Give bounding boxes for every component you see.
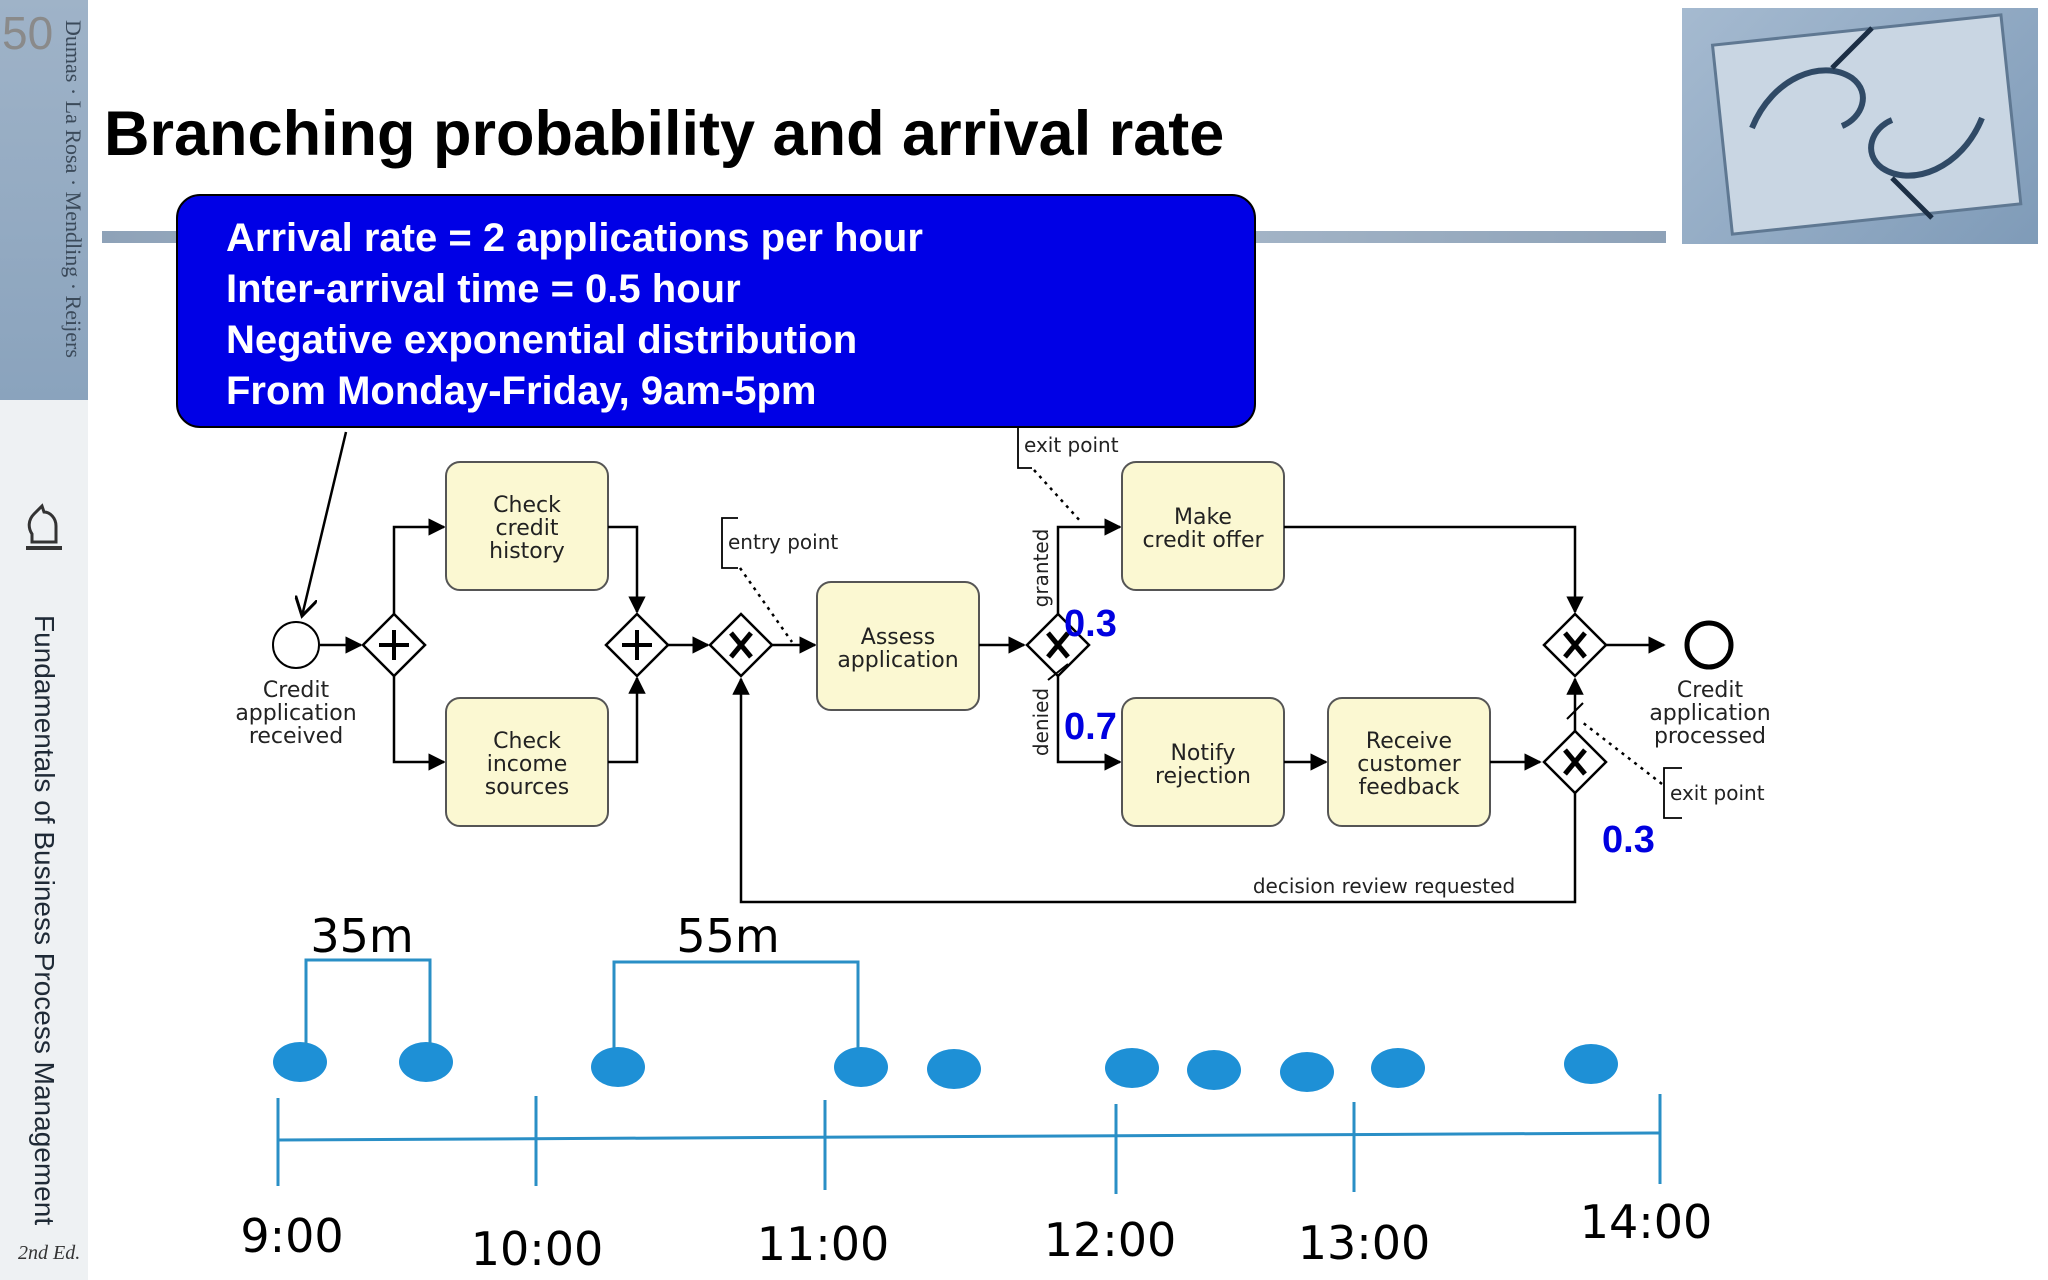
- exit-point-bottom-connector: [1581, 721, 1663, 785]
- slide-number: 50: [2, 7, 54, 59]
- timeline-label-1400: 14:00: [1580, 1195, 1713, 1249]
- callout-line-schedule: From Monday-Friday, 9am-5pm: [226, 369, 817, 413]
- callout-pointer: [302, 431, 348, 616]
- exit-point-top-connector: [1033, 469, 1083, 524]
- exit-point-bottom-label: exit point: [1670, 781, 1765, 805]
- arrival-timeline: 9:00 10:00 11:00 12:00 13:00 14:00 35m 5…: [240, 909, 1712, 1276]
- start-event-label-2: application: [235, 701, 356, 726]
- arrival-dot: [1280, 1052, 1334, 1092]
- exit-point-top-bracket: [1017, 428, 1032, 469]
- task-feedback-label-2: customer: [1357, 752, 1462, 777]
- review-flow-label: decision review requested: [1253, 874, 1515, 898]
- review-default-marker: [1566, 702, 1584, 720]
- knight-icon: [26, 503, 62, 550]
- task-assess-label-2: application: [837, 648, 958, 673]
- flow-split-credit: [392, 518, 446, 614]
- arrival-dot: [591, 1047, 645, 1087]
- probability-review: 0.3: [1602, 819, 1655, 861]
- gap-bracket-55m: [612, 960, 860, 1048]
- arrival-dot: [1564, 1044, 1618, 1084]
- probability-granted: 0.3: [1064, 603, 1117, 645]
- task-check-income-label-3: sources: [485, 775, 570, 800]
- exclusive-merge-gateway: [708, 612, 774, 678]
- flow-income-join: [608, 676, 646, 764]
- start-event: [272, 621, 320, 669]
- probability-denied: 0.7: [1064, 706, 1117, 748]
- exclusive-end-merge-gateway: [1542, 612, 1608, 678]
- arrival-dot: [1371, 1048, 1425, 1088]
- timeline-label-1200: 12:00: [1044, 1213, 1177, 1267]
- task-make-offer-label-1: Make: [1174, 505, 1232, 530]
- start-event-label-1: Credit: [263, 678, 330, 703]
- denied-label: denied: [1029, 688, 1053, 756]
- exclusive-review-gateway: [1542, 729, 1608, 795]
- parallel-split-gateway: [361, 612, 427, 678]
- callout-line-arrival-rate: Arrival rate = 2 applications per hour: [226, 216, 923, 260]
- timeline-label-0900: 9:00: [240, 1209, 343, 1263]
- arrival-dot: [927, 1049, 981, 1089]
- timeline-axis: [277, 1131, 1661, 1142]
- arrival-dot: [1187, 1050, 1241, 1090]
- task-check-credit-label-1: Check: [493, 493, 561, 518]
- gap-label-55m: 55m: [676, 909, 779, 963]
- task-check-income-label-1: Check: [493, 729, 561, 754]
- entry-point-label: entry point: [728, 530, 838, 554]
- callout-line-distribution: Negative exponential distribution: [226, 318, 858, 362]
- task-check-credit-label-3: history: [489, 539, 565, 564]
- arrival-dot: [1105, 1048, 1159, 1088]
- drawing-hands-image: [1682, 8, 2038, 244]
- exit-point-top-label: exit point: [1024, 433, 1119, 457]
- flow-credit-join: [608, 525, 646, 614]
- arrival-dot: [399, 1042, 453, 1082]
- timeline-label-1300: 13:00: [1298, 1216, 1431, 1270]
- sidebar-header: [0, 0, 88, 400]
- gap-bracket-35m: [304, 958, 432, 1044]
- callout-line-inter-arrival: Inter-arrival time = 0.5 hour: [226, 267, 741, 311]
- timeline-label-1000: 10:00: [471, 1222, 604, 1276]
- start-event-label-3: received: [249, 724, 343, 749]
- edition-label: 2nd Ed.: [18, 1242, 81, 1264]
- entry-point-bracket: [721, 517, 738, 569]
- granted-label: granted: [1029, 529, 1053, 608]
- flow-granted: [1056, 518, 1122, 614]
- slide-title: Branching probability and arrival rate: [104, 99, 1225, 169]
- flow-offer-end-merge: [1284, 525, 1584, 614]
- drawing-hands-icon: [1710, 13, 2023, 236]
- task-notify-label-2: rejection: [1155, 764, 1251, 789]
- end-event-label-1: Credit: [1677, 678, 1744, 703]
- default-flow-marker: [1047, 663, 1069, 681]
- end-event-label-2: application: [1649, 701, 1770, 726]
- arrival-callout: Arrival rate = 2 applications per hour I…: [176, 194, 1256, 428]
- task-check-income-label-2: income: [487, 752, 568, 777]
- end-event: [1684, 620, 1734, 670]
- gap-label-35m: 35m: [310, 909, 413, 963]
- exit-point-bottom-bracket: [1663, 767, 1682, 819]
- flow-review-loop: [732, 677, 1577, 904]
- flow-split-income: [392, 676, 446, 771]
- sidebar: Dumas · La Rosa · Mendling · Reijers 50 …: [0, 0, 88, 1280]
- timeline-label-1100: 11:00: [757, 1217, 890, 1271]
- task-make-offer-label-2: credit offer: [1142, 528, 1264, 553]
- parallel-join-gateway: [604, 612, 670, 678]
- task-assess-label-1: Assess: [861, 625, 935, 650]
- task-feedback-label-3: feedback: [1358, 775, 1459, 800]
- task-notify-label-1: Notify: [1170, 741, 1235, 766]
- arrival-dot: [273, 1042, 327, 1082]
- task-check-credit-label-2: credit: [496, 516, 559, 541]
- end-event-label-3: processed: [1654, 724, 1766, 749]
- task-feedback-label-1: Receive: [1366, 729, 1452, 754]
- arrival-dot: [834, 1047, 888, 1087]
- flow-denied: [1056, 676, 1122, 771]
